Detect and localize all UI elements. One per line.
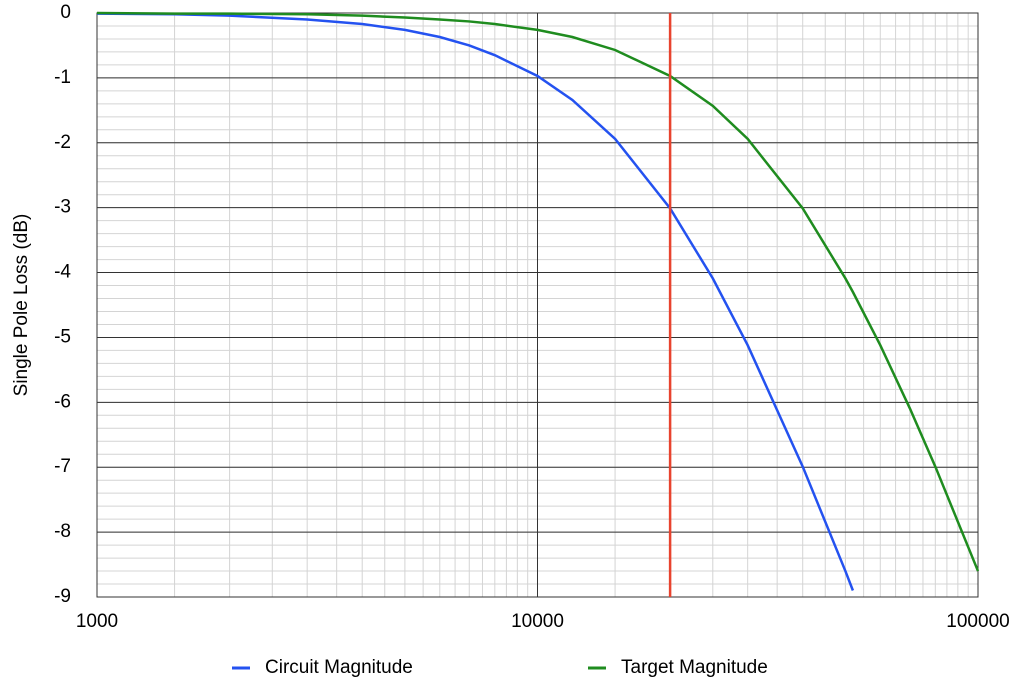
y-tick-label: -9 — [54, 586, 71, 607]
y-tick-label: 0 — [60, 2, 71, 23]
x-tick-label: 100000 — [946, 611, 1009, 632]
y-tick-label: -4 — [54, 262, 71, 283]
plot-border — [96, 12, 979, 598]
x-tick-label: 1000 — [76, 611, 118, 632]
y-tick-label: -7 — [54, 456, 71, 477]
series-line — [96, 12, 855, 591]
y-tick-label: -2 — [54, 132, 71, 153]
legend-label: Circuit Magnitude — [265, 657, 413, 678]
y-tick-label: -5 — [54, 326, 71, 347]
legend-label: Target Magnitude — [621, 657, 768, 678]
series-line — [96, 11, 980, 572]
y-tick-label: -8 — [54, 521, 71, 542]
y-tick-label: -1 — [54, 67, 71, 88]
y-axis-label: Single Pole Loss (dB) — [11, 214, 32, 397]
y-tick-label: -3 — [54, 197, 71, 218]
x-tick-label: 10000 — [511, 611, 564, 632]
y-tick-label: -6 — [54, 391, 71, 412]
